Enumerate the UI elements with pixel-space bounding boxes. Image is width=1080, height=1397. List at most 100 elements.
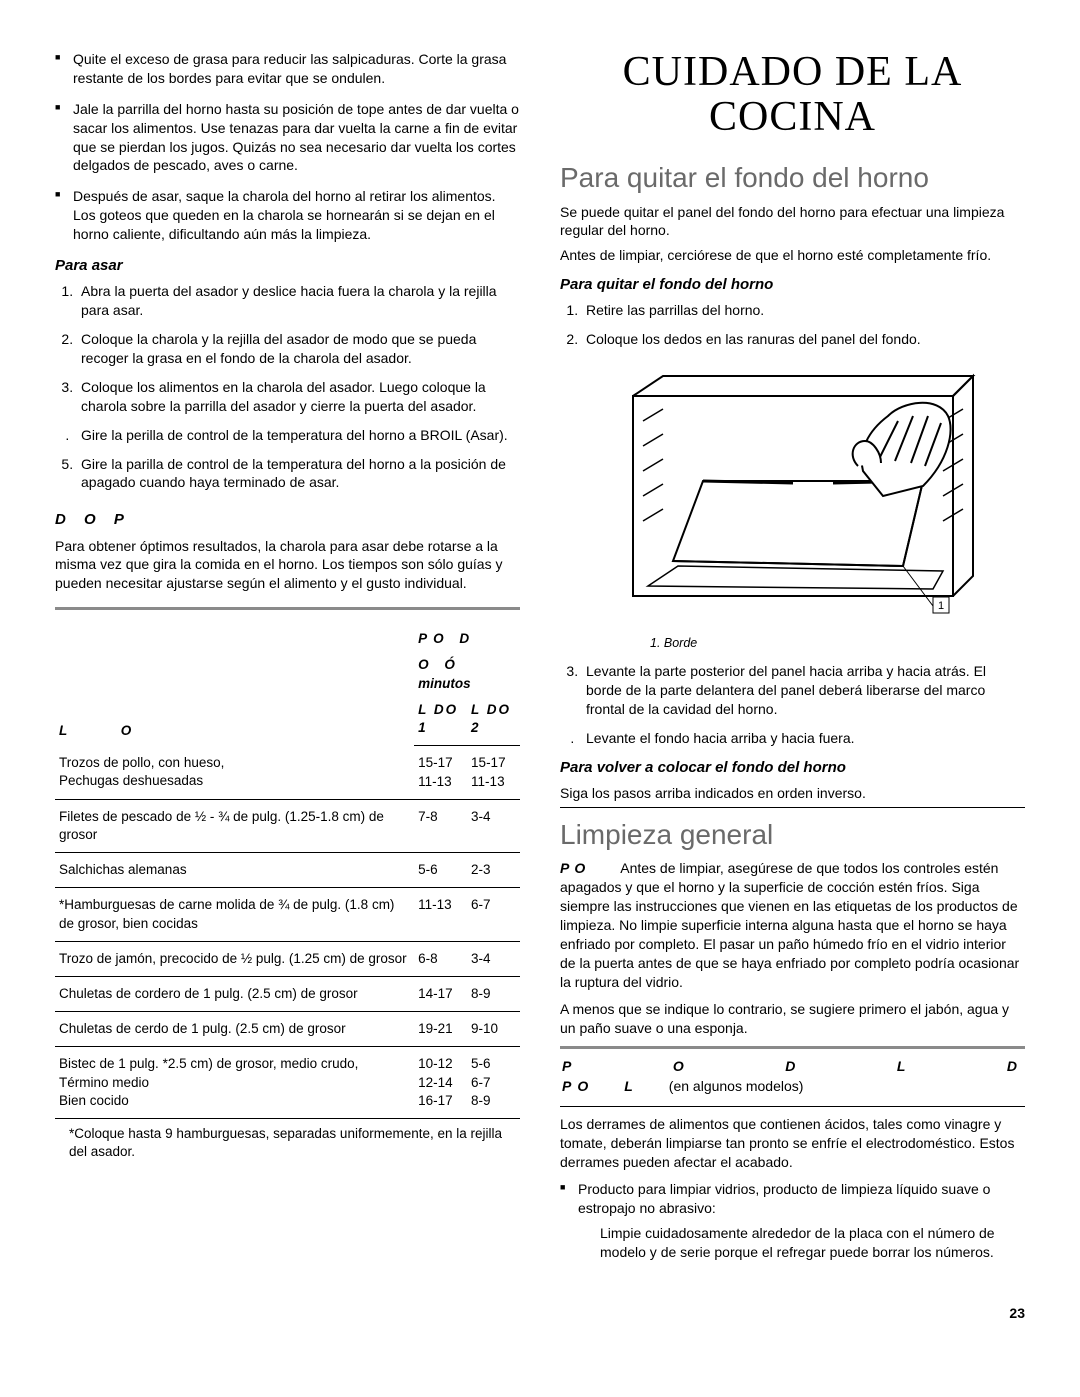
food-cell: Chuletas de cordero de 1 pulg. (2.5 cm) … [55, 977, 414, 1012]
left-column: Quite el exceso de grasa para reducir la… [55, 50, 520, 1274]
po-label: PO [560, 860, 590, 876]
thick-divider [560, 1046, 1025, 1049]
page-number: 23 [55, 1304, 1025, 1323]
side2-cell: 3-4 [467, 941, 520, 976]
bullet-item: Producto para limpiar vidrios, producto … [578, 1180, 1025, 1262]
panel-row1: P O D L D [560, 1053, 1025, 1078]
table-row: Trozo de jamón, precocido de ½ pulg. (1.… [55, 941, 520, 976]
table-row: *Hamburguesas de carne molida de ¾ de pu… [55, 888, 520, 941]
lbl-P: P [562, 1057, 577, 1076]
food-cell: Bistec de 1 pulg. *2.5 cm) de grosor, me… [55, 1047, 414, 1119]
sec1-p1: Se puede quitar el panel del fondo del h… [560, 203, 1025, 241]
col-O: O [121, 723, 138, 738]
side1-cell: 14-17 [414, 977, 467, 1012]
step-text: Coloque los alimentos en la charola del … [81, 379, 486, 414]
lbl-PO: PO [562, 1077, 594, 1096]
top-bullets: Quite el exceso de grasa para reducir la… [55, 50, 520, 244]
sec2-bullets: Producto para limpiar vidrios, producto … [560, 1180, 1025, 1262]
table-row: Salchichas alemanas5-62-3 [55, 853, 520, 888]
step: Gire la perilla de control de la tempera… [77, 426, 520, 445]
side1-cell: 10-12 12-14 16-17 [414, 1047, 467, 1119]
col-lado2: L DO 2 [471, 702, 511, 735]
step-text: Coloque la charola y la rejilla del asad… [81, 331, 476, 366]
dop-heading: D O P [55, 510, 520, 530]
side2-cell: 3-4 [467, 799, 520, 852]
page: Quite el exceso de grasa para reducir la… [55, 50, 1025, 1274]
step-text: Gire la parilla de control de la tempera… [81, 456, 506, 491]
step-text: Gire la perilla de control de la tempera… [81, 427, 508, 443]
lbl-D: D [785, 1057, 801, 1076]
food-cell: Filetes de pescado de ½ - ¾ de pulg. (1.… [55, 799, 414, 852]
step-text: Levante la parte posterior del panel hac… [586, 663, 986, 717]
sec1-steps-b: Levante la parte posterior del panel hac… [560, 662, 1025, 748]
step: Gire la parilla de control de la tempera… [77, 455, 520, 493]
bullet-item: Quite el exceso de grasa para reducir la… [73, 50, 520, 88]
col-pod: PO D [418, 631, 475, 646]
lbl-L2: L [624, 1077, 639, 1096]
step-text: Levante el fondo hacia arriba y hacia fu… [586, 730, 855, 746]
side1-cell: 11-13 [414, 888, 467, 941]
table-row: Chuletas de cerdo de 1 pulg. (2.5 cm) de… [55, 1012, 520, 1047]
side1-cell: 6-8 [414, 941, 467, 976]
side2-cell: 8-9 [467, 977, 520, 1012]
sec1-p2: Antes de limpiar, cerciórese de que el h… [560, 246, 1025, 265]
dop-paragraph: Para obtener óptimos resultados, la char… [55, 537, 520, 594]
bullet-text: Producto para limpiar vidrios, producto … [578, 1181, 990, 1216]
divider-2 [560, 1106, 1025, 1107]
col-oo: O Ó [418, 656, 516, 674]
food-cell: Trozos de pollo, con hueso, Pechugas des… [55, 746, 414, 799]
para-asar-heading: Para asar [55, 256, 520, 276]
table-row: Filetes de pescado de ½ - ¾ de pulg. (1.… [55, 799, 520, 852]
col-lado1: L DO 1 [418, 702, 458, 735]
step: Coloque la charola y la rejilla del asad… [77, 330, 520, 368]
side2-cell: 15-17 11-13 [467, 746, 520, 799]
side2-cell: 2-3 [467, 853, 520, 888]
table-row: Chuletas de cordero de 1 pulg. (2.5 cm) … [55, 977, 520, 1012]
right-column: CUIDADO DE LA COCINA Para quitar el fond… [560, 50, 1025, 1274]
sec1-p3: Siga los pasos arriba indicados en orden… [560, 784, 1025, 803]
oven-illustration: 1 [603, 361, 983, 626]
oven-diagram: 1 [560, 361, 1025, 631]
sec1-subhead: Para quitar el fondo del horno [560, 275, 1025, 295]
food-cell: Trozo de jamón, precocido de ½ pulg. (1.… [55, 941, 414, 976]
side1-cell: 15-17 11-13 [414, 746, 467, 799]
step: Coloque los alimentos en la charola del … [77, 378, 520, 416]
bullet-detail: Limpie cuidadosamente alrededor de la pl… [600, 1224, 1025, 1262]
step: Retire las parrillas del horno. [582, 301, 1025, 320]
step-text: Abra la puerta del asador y deslice haci… [81, 283, 497, 318]
svg-text:1: 1 [937, 600, 943, 612]
col-min: minutos [418, 675, 516, 693]
lbl-O: O [673, 1057, 690, 1076]
step-text: Coloque los dedos en las ranuras del pan… [586, 331, 921, 347]
sec1-subhead-2: Para volver a colocar el fondo del horno [560, 758, 1025, 778]
table-row: Trozos de pollo, con hueso, Pechugas des… [55, 746, 520, 799]
side1-cell: 5-6 [414, 853, 467, 888]
lbl-models: (en algunos modelos) [669, 1077, 804, 1096]
divider [560, 807, 1025, 808]
food-cell: *Hamburguesas de carne molida de ¾ de pu… [55, 888, 414, 941]
para-asar-steps: Abra la puerta del asador y deslice haci… [55, 282, 520, 492]
diagram-caption: 1. Borde [650, 635, 1025, 652]
step: Levante el fondo hacia arriba y hacia fu… [582, 729, 1025, 748]
lbl-D2: D [1007, 1057, 1023, 1076]
side1-cell: 7-8 [414, 799, 467, 852]
broil-table: L O PO D O Ó minutos L DO 1 L DO 2 [55, 622, 520, 1119]
main-title: CUIDADO DE LA COCINA [560, 50, 1025, 141]
sec2-p1: POAntes de limpiar, asegúrese de que tod… [560, 859, 1025, 991]
table-footnote: *Coloque hasta 9 hamburguesas, separadas… [55, 1125, 520, 1161]
table-row: Bistec de 1 pulg. *2.5 cm) de grosor, me… [55, 1047, 520, 1119]
panel-row2: PO L (en algunos modelos) [560, 1077, 1025, 1102]
side2-cell: 5-6 6-7 8-9 [467, 1047, 520, 1119]
step-text: Retire las parrillas del horno. [586, 302, 764, 318]
side2-cell: 9-10 [467, 1012, 520, 1047]
sec2-p3: Los derrames de alimentos que contienen … [560, 1115, 1025, 1172]
bullet-item: Jale la parrilla del horno hasta su posi… [73, 100, 520, 176]
side1-cell: 19-21 [414, 1012, 467, 1047]
col-L: L [59, 723, 73, 738]
sec1-steps-a: Retire las parrillas del horno. Coloque … [560, 301, 1025, 349]
bullet-item: Después de asar, saque la charola del ho… [73, 187, 520, 244]
step: Levante la parte posterior del panel hac… [582, 662, 1025, 719]
sec2-p2: A menos que se indique lo contrario, se … [560, 1000, 1025, 1038]
section-title-limpieza: Limpieza general [560, 816, 1025, 854]
food-cell: Chuletas de cerdo de 1 pulg. (2.5 cm) de… [55, 1012, 414, 1047]
